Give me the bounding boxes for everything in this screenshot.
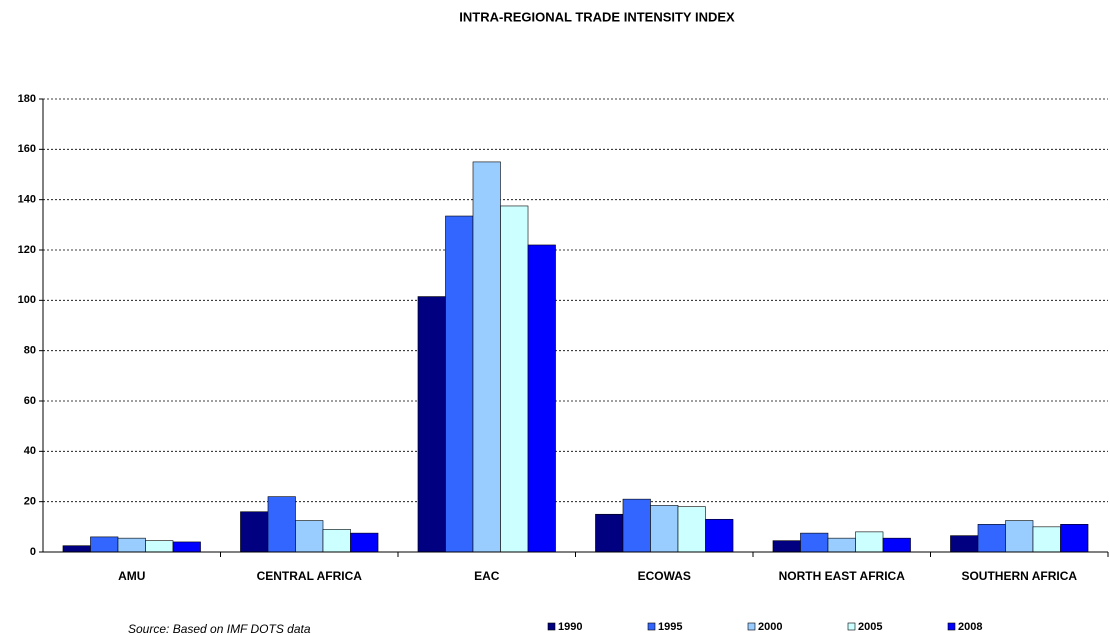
bar	[677, 506, 706, 553]
legend-swatch	[847, 622, 856, 631]
bar	[705, 518, 734, 553]
y-tick-label: 180	[18, 93, 36, 105]
bar	[350, 532, 379, 553]
bar	[117, 537, 146, 553]
bar	[322, 529, 351, 553]
y-tick-label: 140	[18, 194, 36, 206]
legend-swatch	[647, 622, 656, 631]
y-tick-label: 160	[18, 143, 36, 155]
legend-swatch	[547, 622, 556, 631]
bar	[500, 205, 529, 553]
bar	[950, 535, 979, 553]
bar	[62, 545, 91, 553]
bar	[650, 505, 679, 553]
bar	[977, 524, 1006, 553]
bar	[240, 511, 269, 553]
source-note: Source: Based on IMF DOTS data	[128, 622, 311, 634]
x-tick-label: ECOWAS	[638, 569, 691, 583]
legend-label: 2005	[858, 621, 882, 633]
legend-label: 1995	[658, 621, 682, 633]
bar	[172, 541, 201, 553]
bar	[472, 161, 501, 553]
bar	[595, 513, 624, 553]
y-tick-label: 80	[24, 345, 36, 357]
bar	[800, 532, 829, 553]
legend-swatch	[747, 622, 756, 631]
legend-label: 2008	[958, 621, 982, 633]
bar	[527, 244, 556, 553]
x-tick-label: NORTH EAST AFRICA	[779, 569, 906, 583]
x-tick-label: AMU	[118, 569, 145, 583]
bar	[1005, 520, 1034, 553]
bar	[827, 537, 856, 553]
legend-label: 2000	[758, 621, 782, 633]
y-tick-label: 100	[18, 294, 36, 306]
legend-swatch	[947, 622, 956, 631]
y-tick-label: 40	[24, 445, 36, 457]
y-tick-label: 0	[30, 546, 36, 558]
bar	[1060, 524, 1089, 553]
bar	[1032, 526, 1061, 553]
y-tick-label: 120	[18, 244, 36, 256]
bar	[445, 215, 474, 553]
bar	[855, 531, 884, 553]
bar	[295, 520, 324, 553]
bar	[882, 537, 911, 553]
x-tick-label: SOUTHERN AFRICA	[961, 569, 1077, 583]
x-tick-label: EAC	[474, 569, 500, 583]
chart-title: INTRA-REGIONAL TRADE INTENSITY INDEX	[459, 9, 735, 24]
legend-label: 1990	[558, 621, 582, 633]
bar	[417, 296, 446, 553]
bar	[90, 536, 119, 553]
y-tick-label: 20	[24, 496, 36, 508]
bar	[622, 498, 651, 553]
bar	[145, 540, 174, 553]
y-tick-label: 60	[24, 395, 36, 407]
x-tick-label: CENTRAL AFRICA	[257, 569, 363, 583]
bar	[267, 496, 296, 553]
bar	[772, 540, 801, 553]
